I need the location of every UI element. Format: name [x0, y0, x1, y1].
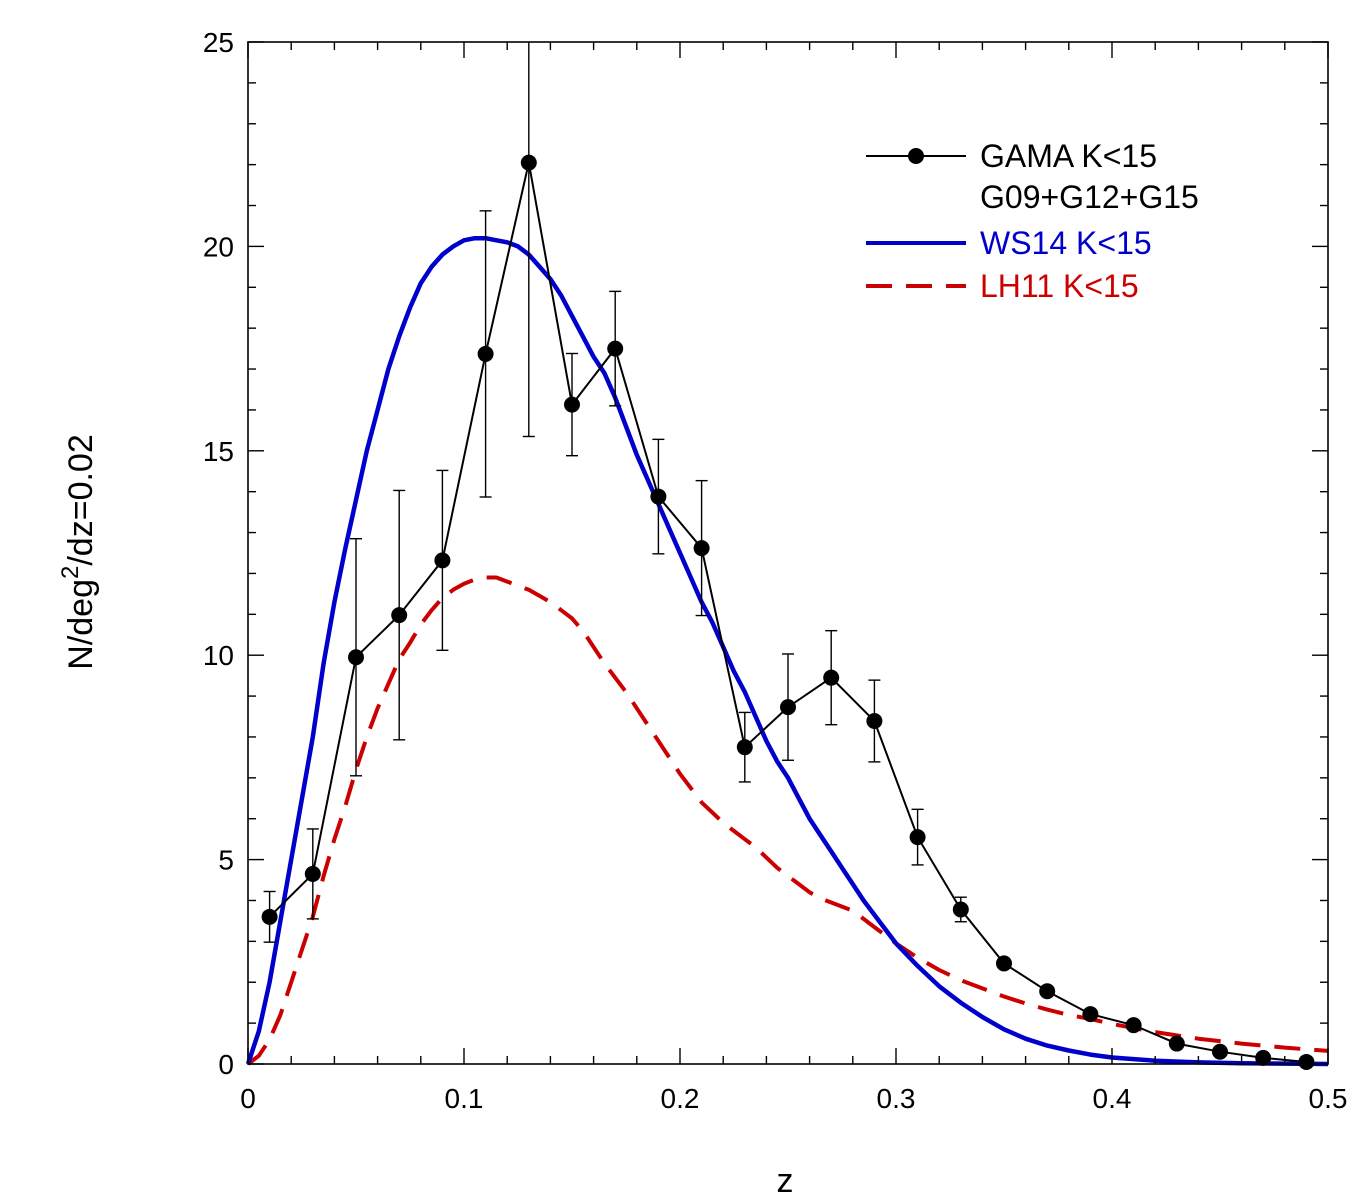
legend: GAMA K<15 G09+G12+G15 WS14 K<15 LH11 K<1… — [866, 138, 1199, 304]
x-tick-label: 0.4 — [1093, 1083, 1132, 1114]
gama-point — [348, 649, 364, 666]
gama-point — [823, 669, 840, 686]
gama-point — [1298, 1053, 1315, 1070]
gama-point — [477, 345, 494, 362]
gama-point — [1168, 1035, 1185, 1052]
gama-point — [780, 699, 796, 716]
y-tick-label: 25 — [203, 27, 234, 58]
gama-point — [607, 340, 624, 357]
legend-gama-marker — [908, 148, 924, 164]
series-ws14-line — [245, 235, 1329, 1067]
gama-point — [261, 908, 278, 925]
gama-point — [1039, 983, 1056, 1000]
plot-frame — [247, 41, 1329, 1065]
gama-point — [996, 955, 1012, 972]
gama-point — [520, 154, 537, 171]
x-tick-labels: 0 0.1 0.2 0.3 0.4 0.5 — [240, 1083, 1347, 1114]
x-tick-label: 0.5 — [1309, 1083, 1348, 1114]
gama-point — [434, 552, 451, 569]
y-tick-label: 15 — [203, 436, 234, 467]
y-axis-title: N/deg2/dz=0.02 — [57, 434, 100, 669]
series-gama-line — [268, 162, 1307, 1063]
series-layer — [245, 42, 1329, 1070]
x-tick-label: 0.2 — [661, 1083, 700, 1114]
x-tick-label: 0.3 — [877, 1083, 916, 1114]
gama-point — [1255, 1049, 1272, 1066]
series-lh11-line — [246, 575, 1329, 1066]
gama-point — [909, 829, 926, 846]
gama-point — [693, 540, 710, 557]
gama-point — [1082, 1006, 1099, 1023]
x-axis-title: z — [777, 1162, 794, 1200]
gama-point — [304, 865, 321, 882]
gama-point — [650, 488, 667, 505]
gama-point — [564, 396, 580, 413]
y-tick-label: 0 — [218, 1049, 234, 1080]
y-tick-labels: 0 5 10 15 20 25 — [203, 27, 234, 1080]
gama-point — [391, 607, 408, 624]
gama-point — [866, 713, 883, 730]
legend-ws14-label: WS14 K<15 — [980, 225, 1152, 261]
legend-gama-label-line2: G09+G12+G15 — [980, 179, 1199, 215]
y-tick-label: 20 — [203, 231, 234, 262]
gama-point — [952, 901, 969, 918]
legend-gama-label: GAMA K<15 — [980, 138, 1157, 174]
x-tick-label: 0 — [240, 1083, 256, 1114]
gama-point — [1125, 1017, 1142, 1034]
legend-lh11-label: LH11 K<15 — [980, 268, 1139, 304]
x-tick-label: 0.1 — [445, 1083, 484, 1114]
y-tick-label: 5 — [218, 845, 234, 876]
gama-point — [736, 739, 753, 756]
y-tick-label: 10 — [203, 640, 234, 671]
gama-point — [1212, 1043, 1228, 1060]
